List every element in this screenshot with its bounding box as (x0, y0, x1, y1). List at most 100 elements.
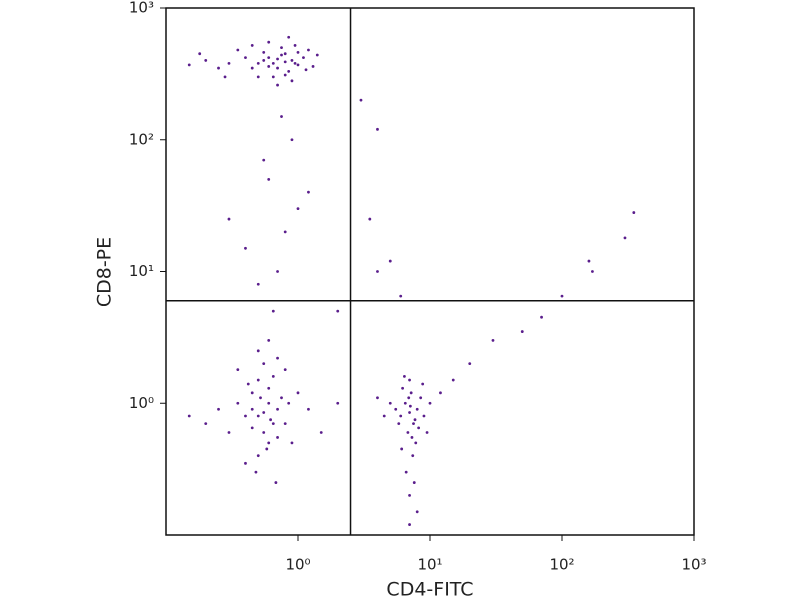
event-dot (283, 60, 287, 64)
event-dot (267, 178, 271, 181)
event-dot (204, 59, 208, 62)
event-dot (271, 61, 275, 65)
event-dot (287, 35, 291, 39)
event-dot (293, 61, 297, 65)
event-dot (227, 217, 231, 221)
event-dot (403, 374, 406, 378)
event-dot (287, 401, 291, 405)
event-dot (262, 411, 266, 414)
event-dot (414, 441, 418, 445)
event-dot (204, 422, 208, 426)
event-dot (262, 158, 266, 162)
event-dot (287, 70, 291, 73)
event-dot (227, 431, 231, 434)
event-dot (244, 246, 247, 250)
event-dot (250, 44, 254, 47)
event-dot (394, 407, 398, 411)
event-dot (403, 401, 407, 405)
y-axis-title: CD8-PE (94, 237, 116, 307)
event-dot (307, 190, 310, 194)
event-dot (293, 44, 297, 47)
event-dot (280, 115, 283, 118)
event-dot (412, 481, 416, 484)
event-dot (262, 431, 266, 434)
event-dot (296, 51, 300, 54)
event-dot (271, 75, 275, 79)
event-dot (276, 83, 279, 87)
event-dot (411, 454, 415, 458)
event-dot (415, 510, 419, 514)
event-dot (250, 407, 254, 411)
event-dot (187, 63, 191, 67)
event-dot (336, 309, 340, 313)
x-tick-label: 10¹ (417, 556, 442, 574)
event-dot (336, 401, 340, 405)
event-dot (623, 236, 627, 240)
x-tick-label: 10⁰ (285, 556, 310, 574)
event-dot (271, 422, 275, 426)
event-dot (250, 426, 254, 430)
event-dot (368, 217, 372, 221)
event-dot (451, 378, 455, 382)
event-dot (267, 56, 271, 60)
event-dot (254, 470, 258, 474)
event-dot (376, 270, 379, 273)
event-dot (236, 401, 240, 405)
event-dot (540, 315, 543, 319)
event-dot (632, 211, 636, 214)
event-dot (406, 431, 410, 434)
event-dot (587, 259, 591, 263)
event-dot (399, 294, 403, 298)
event-dot (223, 75, 227, 79)
event-dot (399, 414, 403, 418)
event-dot (262, 59, 266, 62)
event-dot (198, 52, 202, 56)
event-dot (408, 523, 411, 526)
x-axis-title: CD4-FITC (386, 579, 473, 601)
event-dot (256, 61, 260, 65)
event-dot (419, 396, 423, 400)
event-dot (256, 75, 260, 79)
event-dot (376, 396, 379, 400)
event-dot (290, 79, 294, 83)
event-dot (227, 61, 231, 65)
event-dot (259, 396, 262, 400)
event-dot (315, 53, 319, 57)
event-dot (187, 414, 191, 418)
event-dot (407, 396, 411, 400)
event-dot (290, 441, 294, 445)
event-dot (421, 382, 425, 386)
event-dot (271, 309, 275, 313)
event-dot (276, 356, 279, 360)
event-dot (302, 56, 305, 60)
event-dot (280, 46, 283, 50)
event-dot (236, 48, 240, 52)
event-dot (283, 230, 287, 234)
event-dot (256, 349, 260, 353)
y-tick-label: 10⁰ (129, 394, 154, 412)
event-dot (376, 127, 379, 131)
event-dot (244, 461, 247, 465)
event-dot (408, 404, 412, 408)
event-dot (256, 454, 260, 458)
event-dot (280, 53, 283, 57)
event-dot (265, 447, 269, 451)
event-dot (397, 422, 401, 426)
event-dot (267, 401, 271, 405)
event-dot (217, 66, 220, 70)
event-dot (520, 330, 524, 333)
event-dot (217, 407, 220, 411)
event-dot (382, 414, 386, 418)
event-dot (491, 338, 495, 342)
event-dot (319, 431, 323, 434)
event-dot (400, 447, 404, 451)
event-dot (267, 65, 271, 68)
event-dot (262, 51, 266, 54)
event-dot (283, 422, 287, 426)
event-dot (408, 411, 411, 414)
event-dot (276, 407, 279, 411)
event-dot (415, 407, 419, 411)
event-dot (256, 414, 260, 418)
event-dot (244, 56, 247, 60)
event-dot (276, 270, 279, 273)
